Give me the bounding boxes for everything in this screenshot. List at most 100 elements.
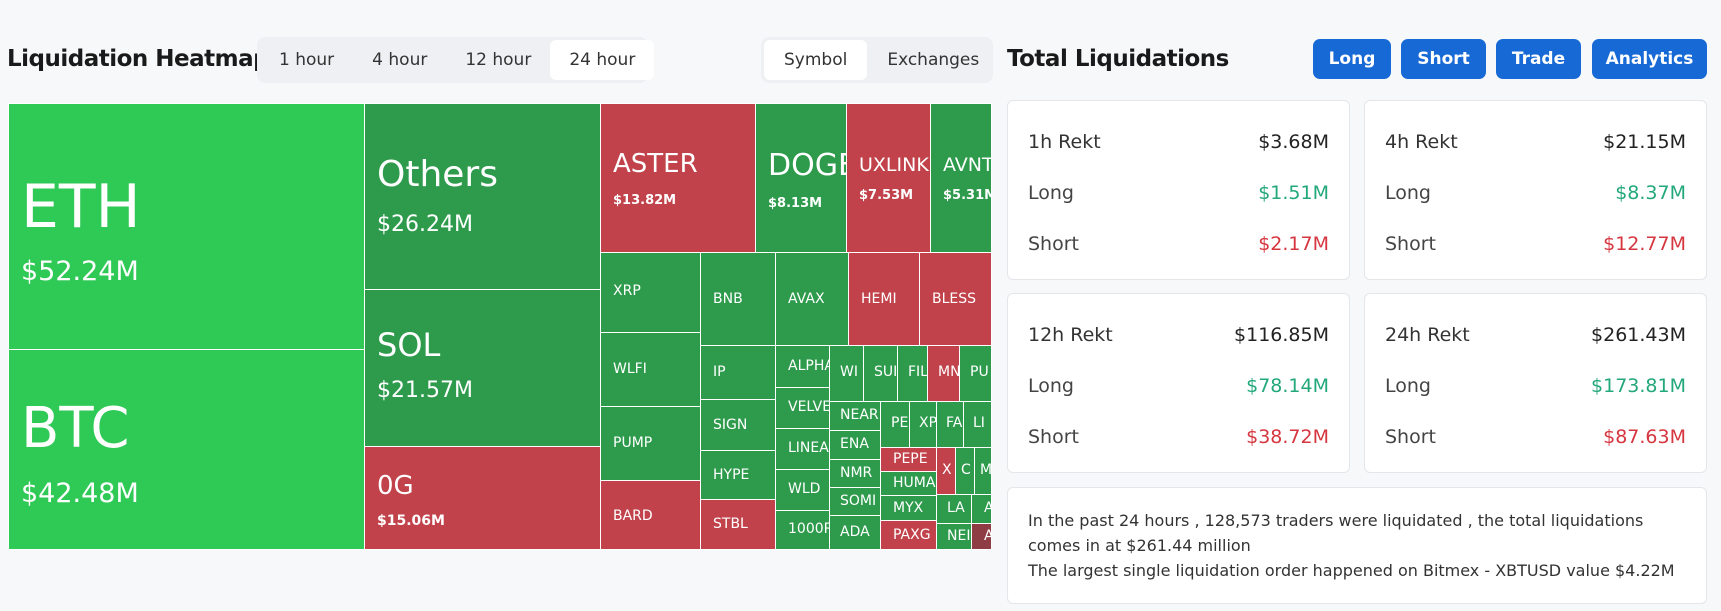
tile-m[interactable]: M — [974, 447, 992, 495]
tile-doge[interactable]: DOGE $8.13M — [755, 103, 847, 253]
card-short-value: $87.63M — [1603, 426, 1686, 448]
tile-li[interactable]: LI — [963, 401, 992, 448]
time-option-12h[interactable]: 12 hour — [465, 50, 532, 70]
long-button[interactable]: Long — [1313, 39, 1391, 79]
short-button[interactable]: Short — [1401, 39, 1486, 79]
tile-label: HEMI — [861, 291, 897, 307]
tile-uxlink[interactable]: UXLINK $7.53M — [846, 103, 931, 253]
trade-button[interactable]: Trade — [1496, 39, 1581, 79]
tile-label: C — [961, 462, 971, 478]
heatmap-title: Liquidation Heatmap — [7, 46, 270, 72]
tile-pepe[interactable]: PEPE — [880, 447, 937, 472]
tile-hype[interactable]: HYPE — [700, 450, 776, 500]
liquidation-treemap: ETH $52.24M BTC $42.48M Others $26.24M S… — [8, 103, 992, 550]
tile-label: PU — [970, 364, 989, 380]
tile-0g[interactable]: 0G $15.06M — [364, 446, 601, 550]
tile-wlfi[interactable]: WLFI — [600, 332, 701, 407]
card-total: $21.15M — [1603, 131, 1686, 153]
tile-value: $52.24M — [21, 256, 139, 287]
tile-label: ETH — [21, 172, 141, 242]
tile-label: XP — [919, 415, 937, 431]
tile-nei[interactable]: NEI — [936, 523, 972, 550]
time-option-1h[interactable]: 1 hour — [279, 50, 335, 70]
tile-sign[interactable]: SIGN — [700, 399, 776, 451]
tile-pu[interactable]: PU — [959, 345, 992, 402]
tile-wi[interactable]: WI — [829, 345, 864, 402]
tile-near[interactable]: NEAR — [829, 401, 881, 431]
tile-ip[interactable]: IP — [700, 345, 776, 400]
tile-1000pepe[interactable]: 1000PEPE — [775, 510, 830, 550]
tile-pump[interactable]: PUMP — [600, 406, 701, 481]
tile-label: NEAR — [840, 407, 879, 423]
tile-pe[interactable]: PE — [880, 401, 910, 448]
tile-avax[interactable]: AVAX — [775, 252, 849, 346]
view-option-symbol[interactable]: Symbol — [764, 40, 868, 80]
tile-alpha[interactable]: ALPHA — [775, 345, 830, 388]
card-short-value: $38.72M — [1246, 426, 1329, 448]
tile-huma[interactable]: HUMA — [880, 471, 937, 496]
tile-ena[interactable]: ENA — [829, 430, 881, 460]
tile-xrp[interactable]: XRP — [600, 252, 701, 333]
tile-label: PUMP — [613, 435, 653, 451]
tile-ada[interactable]: ADA — [829, 515, 881, 550]
rekt-card-24h: 24h Rekt $261.43M Long $173.81M Short $87.6… — [1364, 293, 1707, 473]
tile-label: 1000PEPE — [788, 521, 829, 537]
tile-label: HUMA — [893, 475, 936, 491]
tile-hemi[interactable]: HEMI — [848, 252, 920, 346]
tile-x[interactable]: X — [936, 447, 956, 495]
tile-c[interactable]: C — [955, 447, 975, 495]
tile-fa[interactable]: FA — [936, 401, 964, 448]
tile-aa[interactable]: AA — [971, 523, 992, 550]
tile-somi[interactable]: SOMI — [829, 487, 881, 516]
tile-sui[interactable]: SUI — [863, 345, 898, 402]
tile-avnt[interactable]: AVNT $5.31M — [930, 103, 992, 253]
tile-nmr[interactable]: NMR — [829, 459, 881, 488]
time-option-24h[interactable]: 24 hour — [550, 40, 655, 80]
tile-label: WLFI — [613, 361, 647, 377]
tile-bnb[interactable]: BNB — [700, 252, 776, 346]
analytics-button[interactable]: Analytics — [1592, 39, 1707, 79]
tile-value: $15.06M — [377, 513, 445, 529]
tile-velvet[interactable]: VELVET — [775, 387, 830, 429]
tile-sol[interactable]: SOL $21.57M — [364, 289, 601, 447]
card-short-label: Short — [1028, 233, 1079, 255]
tile-value: $5.31M — [943, 188, 992, 203]
tile-myx[interactable]: MYX — [880, 495, 937, 521]
card-total: $3.68M — [1258, 131, 1329, 153]
card-short-label: Short — [1385, 426, 1436, 448]
card-short-value: $2.17M — [1258, 233, 1329, 255]
tile-la[interactable]: LA — [936, 494, 972, 524]
tile-mn[interactable]: MN — [927, 345, 960, 402]
tile-label: WI — [840, 364, 858, 380]
tile-bard[interactable]: BARD — [600, 480, 701, 550]
tile-aster[interactable]: ASTER $13.82M — [600, 103, 756, 253]
tile-bless[interactable]: BLESS — [919, 252, 992, 346]
card-long-label: Long — [1028, 182, 1074, 204]
tile-eth[interactable]: ETH $52.24M — [8, 103, 365, 350]
tile-label: 0G — [377, 471, 414, 501]
tile-paxg[interactable]: PAXG — [880, 520, 937, 550]
tile-label: IP — [713, 364, 726, 380]
tile-label: M — [980, 462, 992, 478]
tile-label: STBL — [713, 516, 748, 532]
tile-label: ENA — [840, 436, 869, 452]
tile-fil[interactable]: FIL — [897, 345, 928, 402]
card-long-value: $78.14M — [1246, 375, 1329, 397]
tile-others[interactable]: Others $26.24M — [364, 103, 601, 290]
view-option-exchanges[interactable]: Exchanges — [887, 50, 980, 70]
tile-value: $8.13M — [768, 196, 823, 211]
tile-ar[interactable]: AR — [971, 494, 992, 524]
tile-value: $26.24M — [377, 212, 473, 237]
rekt-card-1h: 1h Rekt $3.68M Long $1.51M Short $2.17M — [1007, 100, 1350, 280]
tile-wld[interactable]: WLD — [775, 469, 830, 511]
summary-line-1: In the past 24 hours , 128,573 traders w… — [1028, 511, 1644, 555]
tile-stbl[interactable]: STBL — [700, 499, 776, 550]
tile-label: FA — [946, 415, 963, 431]
time-option-4h[interactable]: 4 hour — [372, 50, 428, 70]
tile-xp[interactable]: XP — [909, 401, 937, 448]
tile-linea[interactable]: LINEA — [775, 428, 830, 470]
tile-btc[interactable]: BTC $42.48M — [8, 349, 365, 550]
rekt-card-4h: 4h Rekt $21.15M Long $8.37M Short $12.77M — [1364, 100, 1707, 280]
view-selector: Symbol Exchanges — [761, 37, 993, 83]
card-long-label: Long — [1385, 182, 1431, 204]
